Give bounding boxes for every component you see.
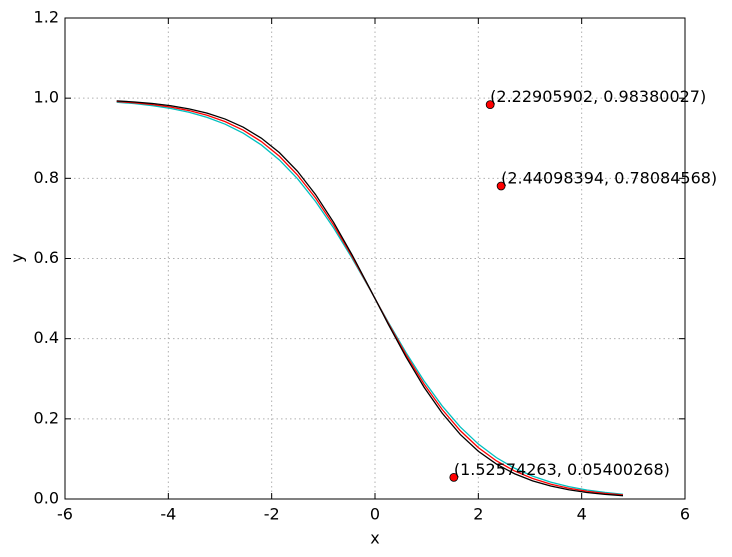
point	[449, 472, 459, 482]
y-tick-label: 1.2	[34, 8, 59, 27]
point	[496, 181, 506, 191]
x-tick-label: -2	[264, 505, 280, 524]
x-tick-label: -4	[160, 505, 176, 524]
annotation: (2.44098394, 0.78084568)	[501, 169, 717, 188]
x-tick-label: 4	[577, 505, 587, 524]
x-axis-label: x	[370, 529, 379, 548]
y-tick-label: 0.2	[34, 408, 59, 427]
y-tick-label: 0.8	[34, 168, 59, 187]
x-tick-label: -6	[57, 505, 73, 524]
point	[485, 100, 495, 110]
x-tick-label: 2	[473, 505, 483, 524]
plot-frame	[64, 17, 686, 500]
y-tick-label: 0.6	[34, 248, 59, 267]
y-tick-label: 0.4	[34, 328, 59, 347]
y-tick-label: 0.0	[34, 489, 59, 508]
line	[116, 100, 624, 496]
x-tick-label: 0	[370, 505, 380, 524]
y-axis-label: y	[8, 253, 27, 262]
line	[116, 101, 624, 495]
x-tick-label: 6	[680, 505, 690, 524]
y-tick-label: 1.0	[34, 88, 59, 107]
line	[116, 100, 624, 497]
annotation: (1.52574263, 0.05400268)	[454, 460, 670, 479]
annotation: (2.22905902, 0.98380027)	[490, 87, 706, 106]
